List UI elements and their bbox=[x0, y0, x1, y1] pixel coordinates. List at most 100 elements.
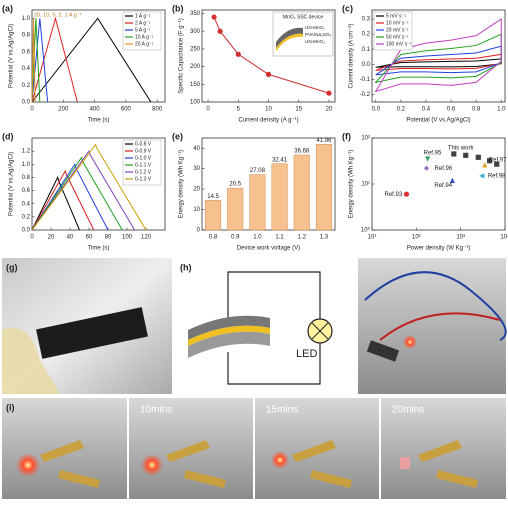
y-tick-label: 1.2 bbox=[22, 149, 31, 155]
plot-frame bbox=[31, 9, 166, 103]
wire bbox=[227, 342, 321, 385]
panel-label: (c) bbox=[342, 3, 353, 13]
marker bbox=[326, 90, 332, 96]
panel-label: (g) bbox=[6, 262, 18, 272]
x-tick-label: 1.0 bbox=[497, 107, 506, 113]
x-tick-label: 0 bbox=[206, 107, 210, 113]
panel-label: (d) bbox=[2, 131, 14, 141]
x-axis-label: Device work voltage (V) bbox=[237, 246, 300, 252]
legend-label: 10 A g⁻¹ bbox=[135, 34, 154, 40]
led-glow bbox=[141, 454, 163, 476]
value-label: 27.08 bbox=[250, 168, 266, 174]
panel-label: (f) bbox=[342, 131, 351, 141]
led-glow bbox=[271, 451, 289, 469]
x-tick-label: 15 bbox=[295, 107, 302, 113]
bar bbox=[205, 200, 222, 231]
y-tick-label: 0.2 bbox=[22, 214, 31, 220]
marker bbox=[265, 71, 272, 77]
y-tick-label: 0.8 bbox=[22, 33, 31, 39]
point-label: Ref.97 bbox=[489, 157, 507, 163]
y-tick-label: 0.8 bbox=[22, 175, 31, 181]
legend-label: 0-1.1 V bbox=[135, 162, 152, 168]
legend-label: 0-0.9 V bbox=[135, 148, 152, 154]
y-tick-label: 100 bbox=[190, 100, 201, 106]
layer-bottom bbox=[188, 331, 270, 358]
device bbox=[366, 340, 400, 362]
panel-label: (i) bbox=[6, 402, 15, 412]
x-tick-label: 120 bbox=[141, 235, 152, 241]
inset-layer bbox=[276, 33, 303, 51]
y-axis-label: Energy density (Wh Kg⁻¹) bbox=[179, 150, 185, 219]
y-tick-label: 0.4 bbox=[22, 66, 31, 72]
y-tick-label: 0.6 bbox=[22, 49, 31, 55]
y-axis-label: Specific Capacitance (F g⁻¹) bbox=[179, 18, 185, 94]
x-tick-label: 600 bbox=[121, 107, 132, 113]
marker bbox=[403, 191, 410, 197]
marker bbox=[479, 173, 485, 179]
series-line bbox=[31, 176, 80, 231]
y-tick-label: 250 bbox=[190, 47, 201, 53]
y-tick-label: 0.6 bbox=[22, 188, 31, 194]
value-label: 36.68 bbox=[294, 149, 310, 155]
legend-label: 0-1.0 V bbox=[135, 155, 152, 161]
panel-label: (h) bbox=[180, 262, 192, 272]
x-axis-label: Time (s) bbox=[88, 118, 110, 124]
x-tick-label: 10 bbox=[265, 107, 272, 113]
marker bbox=[449, 177, 455, 183]
y-tick-label: 30 bbox=[193, 166, 200, 172]
marker bbox=[494, 161, 500, 167]
legend-label: 1 A g⁻¹ bbox=[135, 13, 151, 19]
legend-label: 20 mV s⁻¹ bbox=[386, 27, 409, 33]
x-tick-label: 20 bbox=[48, 235, 55, 241]
y-tick-label: 0.0 bbox=[22, 228, 31, 234]
y-tick-label: 0.2 bbox=[22, 83, 31, 89]
x-tick-label: 0 bbox=[30, 235, 34, 241]
point-label: This work bbox=[448, 146, 475, 152]
inset-title: MnO₂ SSC device bbox=[283, 14, 324, 20]
value-label: 20.5 bbox=[229, 182, 241, 188]
x-tick-label: 10⁴ bbox=[500, 234, 508, 241]
x-axis-label: Time (s) bbox=[88, 246, 110, 252]
marker bbox=[425, 156, 431, 162]
plot-frame bbox=[201, 137, 336, 231]
inset-label: UN-MnO₂ bbox=[305, 25, 325, 30]
y-axis-label: Potential (V vs.Ag/AgCl) bbox=[9, 24, 15, 88]
wire bbox=[379, 312, 501, 341]
layer-mid bbox=[188, 325, 270, 346]
inset-label: UN-MnO₂ bbox=[305, 39, 325, 44]
y-tick-label: 0.1 bbox=[362, 47, 371, 53]
plot-frame bbox=[31, 137, 166, 231]
x-tick-label: 800 bbox=[152, 107, 163, 113]
x-tick-label: 0.9 bbox=[231, 235, 240, 241]
y-tick-label: -0.2 bbox=[360, 92, 371, 98]
x-tick-label: 40 bbox=[67, 235, 74, 241]
marker bbox=[217, 28, 223, 34]
panel-label: (e) bbox=[172, 131, 183, 141]
y-tick-label: 10¹ bbox=[361, 182, 370, 188]
bar bbox=[315, 143, 332, 231]
y-tick-label: 1.0 bbox=[22, 16, 31, 22]
y-tick-label: 0.0 bbox=[22, 100, 31, 106]
x-tick-label: 20 bbox=[326, 107, 333, 113]
marker bbox=[423, 165, 430, 171]
x-tick-label: 0.6 bbox=[447, 107, 456, 113]
time-label: 20mins bbox=[392, 405, 424, 416]
series-line bbox=[31, 156, 123, 231]
x-axis-label: Current density (A g⁻¹) bbox=[238, 118, 298, 124]
photo-h bbox=[358, 258, 507, 394]
y-tick-label: 200 bbox=[190, 64, 201, 70]
plot-frame bbox=[371, 9, 506, 103]
x-tick-label: 0.4 bbox=[422, 107, 431, 113]
wire bbox=[227, 271, 321, 320]
x-tick-label: 1.0 bbox=[253, 235, 262, 241]
x-tick-label: 10² bbox=[412, 235, 421, 241]
series-line bbox=[31, 17, 152, 103]
series-line bbox=[31, 143, 147, 231]
x-tick-label: 60 bbox=[86, 235, 93, 241]
time-label: 15mins bbox=[266, 405, 298, 416]
inset-layer bbox=[276, 27, 303, 48]
legend-label: 2 A g⁻¹ bbox=[135, 20, 151, 26]
y-axis-label: Potential (V vs.Ag/AgCl) bbox=[9, 152, 15, 216]
y-tick-label: 20 bbox=[193, 187, 200, 193]
